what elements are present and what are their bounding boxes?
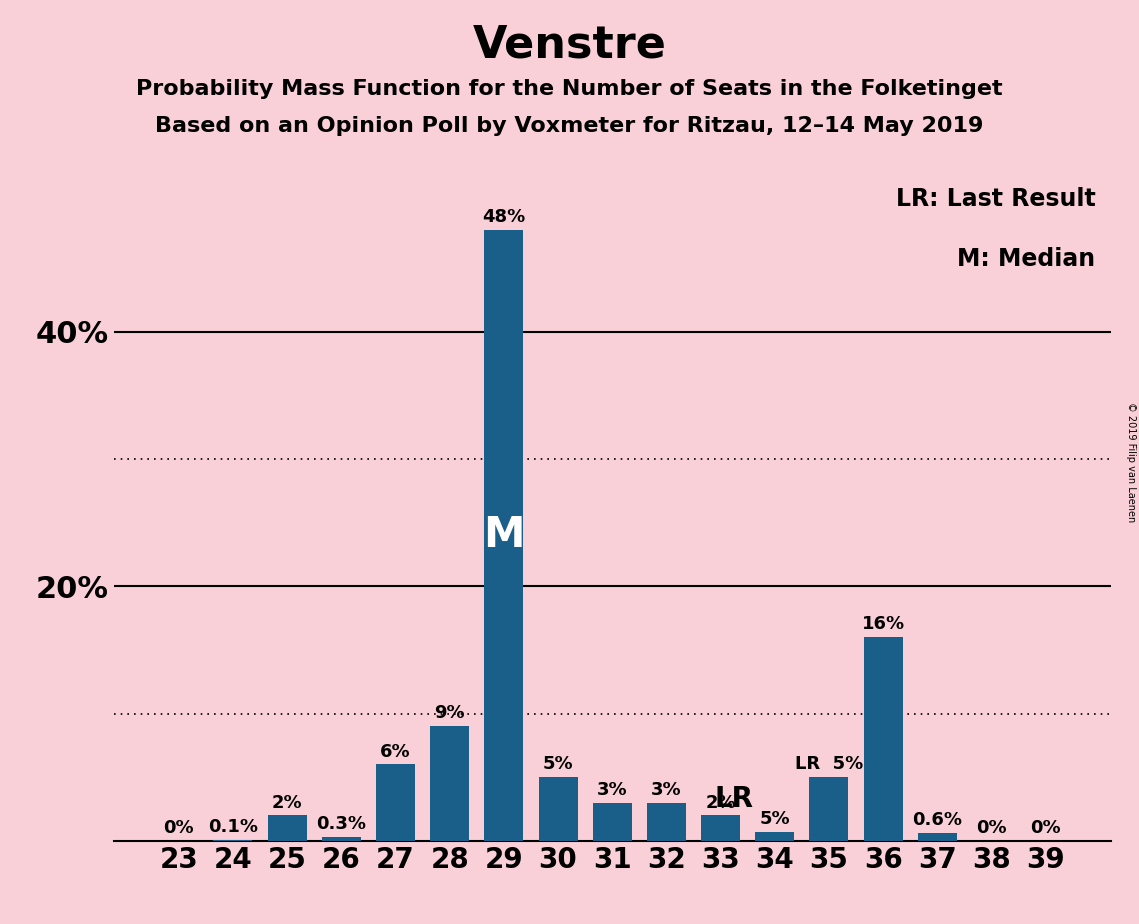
Text: 0.1%: 0.1% [208, 818, 257, 835]
Bar [376, 764, 415, 841]
Text: 5%: 5% [542, 756, 573, 773]
Bar [321, 837, 361, 841]
Bar [647, 803, 686, 841]
Text: 16%: 16% [861, 615, 904, 633]
Bar [592, 803, 632, 841]
Bar [810, 777, 849, 841]
Bar [755, 832, 794, 841]
Text: 2%: 2% [705, 794, 736, 811]
Text: 5%: 5% [760, 810, 790, 828]
Text: LR: LR [714, 784, 754, 813]
Text: 3%: 3% [652, 781, 682, 799]
Bar [213, 840, 253, 841]
Text: LR: Last Result: LR: Last Result [896, 187, 1096, 211]
Bar [539, 777, 577, 841]
Text: 6%: 6% [380, 743, 411, 760]
Text: 2%: 2% [272, 794, 302, 811]
Text: M: Median: M: Median [958, 248, 1096, 272]
Text: M: M [483, 515, 525, 556]
Text: 0%: 0% [163, 819, 194, 837]
Bar [431, 726, 469, 841]
Text: Based on an Opinion Poll by Voxmeter for Ritzau, 12–14 May 2019: Based on an Opinion Poll by Voxmeter for… [155, 116, 984, 136]
Bar [268, 815, 306, 841]
Text: 0.6%: 0.6% [912, 811, 962, 830]
Text: 0%: 0% [1031, 819, 1062, 837]
Text: 0.3%: 0.3% [317, 815, 367, 833]
Bar [918, 833, 957, 841]
Text: Probability Mass Function for the Number of Seats in the Folketinget: Probability Mass Function for the Number… [137, 79, 1002, 99]
Bar [484, 230, 523, 841]
Text: 48%: 48% [482, 208, 525, 226]
Text: Venstre: Venstre [473, 23, 666, 67]
Bar [702, 815, 740, 841]
Text: LR  5%: LR 5% [795, 756, 863, 773]
Bar [863, 638, 903, 841]
Text: 3%: 3% [597, 781, 628, 799]
Text: 0%: 0% [976, 819, 1007, 837]
Text: © 2019 Filip van Laenen: © 2019 Filip van Laenen [1126, 402, 1136, 522]
Text: 9%: 9% [434, 704, 465, 723]
